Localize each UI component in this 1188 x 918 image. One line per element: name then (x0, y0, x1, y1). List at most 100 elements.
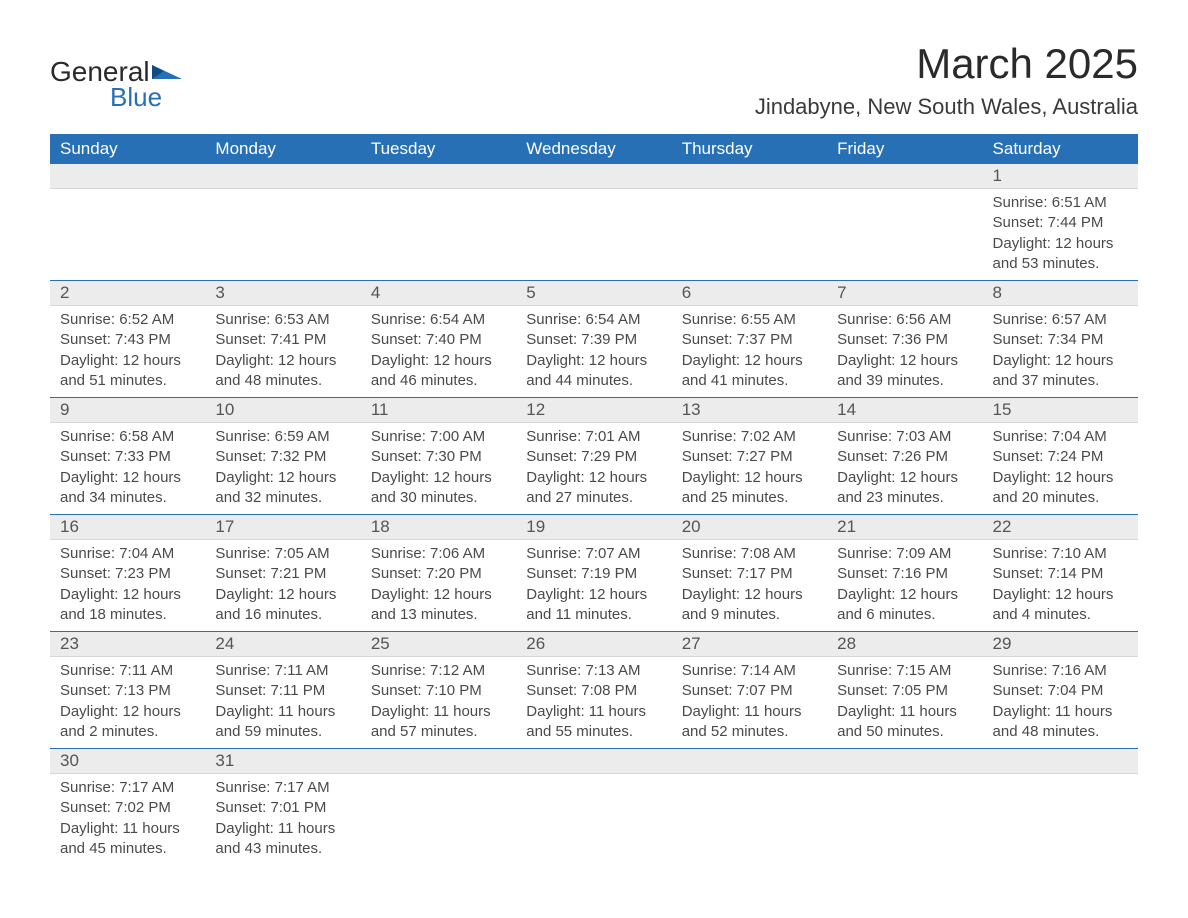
day-number-row: 9101112131415 (50, 398, 1138, 423)
day-detail: Sunrise: 6:57 AM Sunset: 7:34 PM Dayligh… (983, 306, 1138, 398)
day-number: 14 (827, 398, 982, 423)
logo: General Blue (50, 56, 182, 113)
day-number-row: 2345678 (50, 281, 1138, 306)
day-number: 11 (361, 398, 516, 423)
day-detail: Sunrise: 7:04 AM Sunset: 7:23 PM Dayligh… (50, 540, 205, 632)
day-number: 1 (983, 164, 1138, 189)
day-detail: Sunrise: 7:06 AM Sunset: 7:20 PM Dayligh… (361, 540, 516, 632)
day-detail: Sunrise: 6:52 AM Sunset: 7:43 PM Dayligh… (50, 306, 205, 398)
weekday-header: Monday (205, 134, 360, 164)
day-number: 5 (516, 281, 671, 306)
day-number: 4 (361, 281, 516, 306)
day-number: 27 (672, 632, 827, 657)
day-number (516, 749, 671, 774)
day-number: 30 (50, 749, 205, 774)
day-detail: Sunrise: 7:15 AM Sunset: 7:05 PM Dayligh… (827, 657, 982, 749)
day-detail: Sunrise: 7:04 AM Sunset: 7:24 PM Dayligh… (983, 423, 1138, 515)
day-number: 28 (827, 632, 982, 657)
day-number: 6 (672, 281, 827, 306)
day-detail: Sunrise: 7:05 AM Sunset: 7:21 PM Dayligh… (205, 540, 360, 632)
day-number (827, 749, 982, 774)
day-detail: Sunrise: 6:59 AM Sunset: 7:32 PM Dayligh… (205, 423, 360, 515)
weekday-header: Wednesday (516, 134, 671, 164)
weekday-header-row: Sunday Monday Tuesday Wednesday Thursday… (50, 134, 1138, 164)
day-detail: Sunrise: 7:03 AM Sunset: 7:26 PM Dayligh… (827, 423, 982, 515)
day-detail (516, 774, 671, 866)
day-number: 13 (672, 398, 827, 423)
day-detail: Sunrise: 6:54 AM Sunset: 7:40 PM Dayligh… (361, 306, 516, 398)
day-number (361, 749, 516, 774)
day-detail: Sunrise: 7:17 AM Sunset: 7:02 PM Dayligh… (50, 774, 205, 866)
day-number: 15 (983, 398, 1138, 423)
day-number: 29 (983, 632, 1138, 657)
day-detail-row: Sunrise: 7:17 AM Sunset: 7:02 PM Dayligh… (50, 774, 1138, 866)
day-detail (361, 189, 516, 281)
day-detail: Sunrise: 7:09 AM Sunset: 7:16 PM Dayligh… (827, 540, 982, 632)
day-detail: Sunrise: 6:55 AM Sunset: 7:37 PM Dayligh… (672, 306, 827, 398)
weekday-header: Saturday (983, 134, 1138, 164)
day-detail (50, 189, 205, 281)
day-number: 21 (827, 515, 982, 540)
logo-text-blue: Blue (110, 82, 162, 113)
day-detail: Sunrise: 6:53 AM Sunset: 7:41 PM Dayligh… (205, 306, 360, 398)
day-number: 17 (205, 515, 360, 540)
day-detail: Sunrise: 7:12 AM Sunset: 7:10 PM Dayligh… (361, 657, 516, 749)
day-number: 18 (361, 515, 516, 540)
day-detail: Sunrise: 6:56 AM Sunset: 7:36 PM Dayligh… (827, 306, 982, 398)
day-detail (205, 189, 360, 281)
day-number: 24 (205, 632, 360, 657)
day-detail: Sunrise: 7:00 AM Sunset: 7:30 PM Dayligh… (361, 423, 516, 515)
day-detail (516, 189, 671, 281)
day-detail: Sunrise: 7:16 AM Sunset: 7:04 PM Dayligh… (983, 657, 1138, 749)
weekday-header: Sunday (50, 134, 205, 164)
day-detail: Sunrise: 7:11 AM Sunset: 7:11 PM Dayligh… (205, 657, 360, 749)
page-header: General Blue March 2025 Jindabyne, New S… (50, 40, 1138, 130)
day-number: 31 (205, 749, 360, 774)
day-detail: Sunrise: 7:02 AM Sunset: 7:27 PM Dayligh… (672, 423, 827, 515)
day-detail (361, 774, 516, 866)
day-detail (827, 189, 982, 281)
day-number-row: 3031 (50, 749, 1138, 774)
day-number: 20 (672, 515, 827, 540)
day-detail (672, 189, 827, 281)
day-detail: Sunrise: 7:08 AM Sunset: 7:17 PM Dayligh… (672, 540, 827, 632)
day-detail-row: Sunrise: 6:58 AM Sunset: 7:33 PM Dayligh… (50, 423, 1138, 515)
day-number (516, 164, 671, 189)
day-number-row: 23242526272829 (50, 632, 1138, 657)
day-number (205, 164, 360, 189)
day-detail (672, 774, 827, 866)
day-number: 8 (983, 281, 1138, 306)
day-number: 19 (516, 515, 671, 540)
weekday-header: Thursday (672, 134, 827, 164)
page-title: March 2025 (755, 40, 1138, 88)
day-number: 25 (361, 632, 516, 657)
day-detail-row: Sunrise: 6:52 AM Sunset: 7:43 PM Dayligh… (50, 306, 1138, 398)
day-detail: Sunrise: 7:17 AM Sunset: 7:01 PM Dayligh… (205, 774, 360, 866)
day-number: 3 (205, 281, 360, 306)
day-detail (983, 774, 1138, 866)
day-detail: Sunrise: 7:11 AM Sunset: 7:13 PM Dayligh… (50, 657, 205, 749)
day-detail: Sunrise: 7:10 AM Sunset: 7:14 PM Dayligh… (983, 540, 1138, 632)
weekday-header: Friday (827, 134, 982, 164)
day-detail: Sunrise: 6:51 AM Sunset: 7:44 PM Dayligh… (983, 189, 1138, 281)
day-detail: Sunrise: 6:58 AM Sunset: 7:33 PM Dayligh… (50, 423, 205, 515)
day-number: 26 (516, 632, 671, 657)
day-number: 9 (50, 398, 205, 423)
day-number-row: 16171819202122 (50, 515, 1138, 540)
day-detail-row: Sunrise: 7:04 AM Sunset: 7:23 PM Dayligh… (50, 540, 1138, 632)
day-number: 10 (205, 398, 360, 423)
day-number: 7 (827, 281, 982, 306)
day-detail: Sunrise: 6:54 AM Sunset: 7:39 PM Dayligh… (516, 306, 671, 398)
calendar-table: Sunday Monday Tuesday Wednesday Thursday… (50, 134, 1138, 865)
day-number (672, 164, 827, 189)
day-number: 16 (50, 515, 205, 540)
title-block: March 2025 Jindabyne, New South Wales, A… (755, 40, 1138, 130)
day-number (361, 164, 516, 189)
day-detail: Sunrise: 7:13 AM Sunset: 7:08 PM Dayligh… (516, 657, 671, 749)
day-number: 12 (516, 398, 671, 423)
day-detail: Sunrise: 7:01 AM Sunset: 7:29 PM Dayligh… (516, 423, 671, 515)
day-number: 23 (50, 632, 205, 657)
day-detail (827, 774, 982, 866)
day-number (827, 164, 982, 189)
day-number: 22 (983, 515, 1138, 540)
